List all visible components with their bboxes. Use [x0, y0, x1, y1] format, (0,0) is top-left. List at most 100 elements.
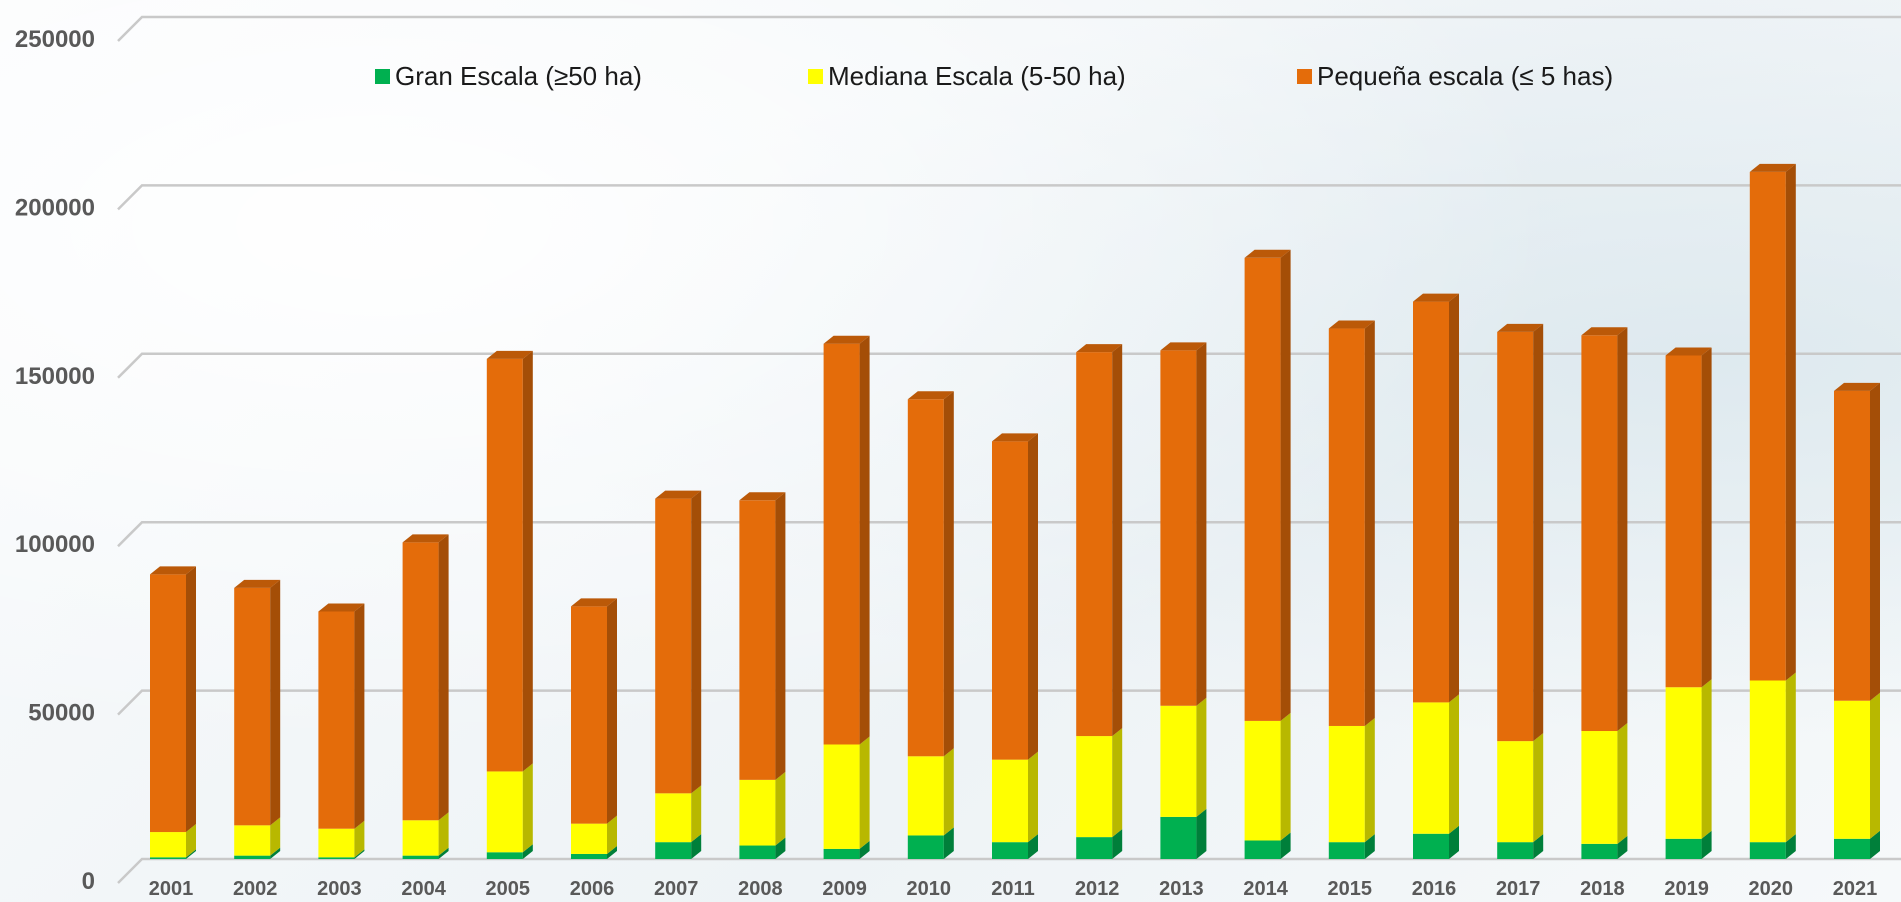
- bar-segment: [1328, 717, 1375, 843]
- bar-segment: [1581, 723, 1628, 844]
- bar-stack-2004: [402, 534, 449, 859]
- bar-stack-2001: [150, 566, 196, 859]
- x-tick-label: 2005: [486, 878, 531, 900]
- legend-item: Pequeña escala (≤ 5 has): [1297, 61, 1613, 91]
- x-tick-label: 2008: [738, 878, 783, 900]
- bar-stack-2014: [1244, 249, 1291, 859]
- bar-segment: [486, 350, 533, 772]
- bar-segment: [402, 812, 449, 856]
- bar-segment: [1834, 382, 1880, 701]
- bar-segment: [234, 579, 281, 826]
- bar-segment: [823, 840, 870, 859]
- bar-segment: [1581, 327, 1628, 732]
- bar-segment: [907, 391, 954, 757]
- bar-stack-2012: [1076, 344, 1123, 859]
- bar-segment: [1328, 320, 1375, 726]
- x-tick-label: 2007: [654, 878, 699, 900]
- y-tick-label: 150000: [15, 363, 95, 390]
- x-axis-ticks: 2001 2002 2003 2004 2005 2006 2007 2008 2009 2010…: [149, 878, 1878, 900]
- bar-segment: [1665, 830, 1712, 859]
- bar-segment: [402, 847, 449, 859]
- bar-segment: [1244, 832, 1291, 859]
- bar-segment: [571, 845, 617, 859]
- bar-segment: [907, 748, 954, 836]
- y-tick-label: 50000: [28, 700, 95, 727]
- bar-segment: [318, 820, 365, 858]
- bar-segment: [992, 834, 1038, 859]
- bar-stack-2008: [739, 492, 786, 859]
- bar-segment: [1413, 694, 1459, 834]
- bar-segment: [318, 603, 365, 829]
- bar-stack-2005: [486, 350, 533, 859]
- legend-item: Gran Escala (≥50 ha): [375, 61, 642, 91]
- bar-segment: [1834, 830, 1880, 859]
- y-tick-label: 100000: [15, 531, 95, 558]
- bar-segment: [1749, 163, 1796, 681]
- y-tick-label: 200000: [15, 194, 95, 221]
- bar-segment: [1665, 347, 1712, 688]
- bar-segment: [739, 492, 786, 780]
- bar-segment: [992, 751, 1038, 843]
- x-tick-label: 2010: [907, 878, 952, 900]
- bar-segment: [1244, 712, 1291, 841]
- bar-segment: [234, 817, 281, 856]
- x-tick-label: 2004: [401, 878, 446, 900]
- bar-segment: [1076, 344, 1123, 737]
- x-tick-label: 2019: [1664, 878, 1709, 900]
- bar-segment: [655, 834, 702, 859]
- bar-stack-2017: [1497, 323, 1544, 859]
- bar-segment: [1497, 733, 1544, 843]
- bar-segment: [1413, 825, 1459, 859]
- legend-label: Pequeña escala (≤ 5 has): [1317, 61, 1613, 91]
- bar-segment: [234, 847, 281, 859]
- bar-segment: [1749, 834, 1796, 859]
- bar-segment: [1497, 323, 1544, 742]
- bar-segment: [1076, 829, 1123, 859]
- bar-stack-2009: [823, 335, 870, 859]
- x-tick-label: 2002: [233, 878, 278, 900]
- legend-swatch: [808, 69, 823, 84]
- y-tick-label: 250000: [15, 26, 95, 53]
- bar-stack-2016: [1413, 293, 1459, 859]
- bar-segment: [907, 827, 954, 859]
- bar-segment: [739, 771, 786, 846]
- gridline: [117, 857, 1901, 884]
- bar-segment: [486, 763, 533, 853]
- x-tick-label: 2018: [1580, 878, 1625, 900]
- bar-stack-2007: [655, 490, 702, 859]
- bar-segment: [1160, 808, 1207, 859]
- legend-item: Mediana Escala (5-50 ha): [808, 61, 1126, 91]
- bar-segment: [571, 815, 617, 854]
- legend-label: Gran Escala (≥50 ha): [395, 61, 642, 91]
- x-tick-label: 2013: [1159, 878, 1204, 900]
- x-tick-label: 2006: [570, 878, 615, 900]
- bar-segment: [150, 849, 196, 859]
- bar-stack-2015: [1328, 320, 1375, 859]
- bars: [150, 163, 1880, 859]
- bar-segment: [1328, 834, 1375, 859]
- bar-stack-2021: [1834, 382, 1880, 859]
- gridline: [117, 520, 1901, 548]
- bar-stack-2010: [907, 391, 954, 859]
- bar-stack-2013: [1160, 342, 1207, 859]
- x-tick-label: 2016: [1412, 878, 1457, 900]
- gridline: [117, 689, 1901, 716]
- x-tick-label: 2014: [1243, 878, 1288, 900]
- bar-segment: [1076, 728, 1123, 838]
- bar-segment: [486, 844, 533, 859]
- bar-segment: [1749, 672, 1796, 843]
- x-tick-label: 2017: [1496, 878, 1541, 900]
- x-tick-label: 2009: [822, 878, 867, 900]
- gridline: [117, 15, 1901, 42]
- bar-segment: [1160, 697, 1207, 817]
- bar-stack-2019: [1665, 347, 1712, 859]
- x-tick-label: 2015: [1328, 878, 1373, 900]
- bar-stack-2006: [571, 598, 617, 859]
- bar-segment: [1160, 342, 1207, 706]
- bar-segment: [1834, 692, 1880, 839]
- bar-segment: [655, 785, 702, 843]
- bar-segment: [150, 566, 196, 833]
- gridlines: [117, 15, 1901, 884]
